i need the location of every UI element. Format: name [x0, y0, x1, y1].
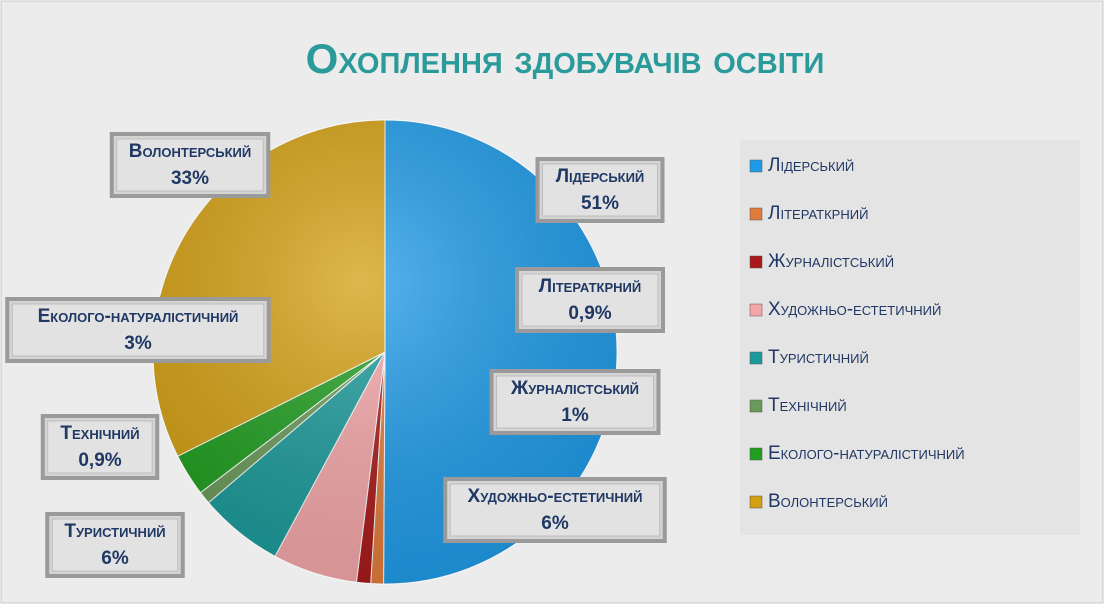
data-label-value: 0,9%	[568, 303, 611, 324]
legend-swatch	[749, 255, 763, 269]
legend-label: Технічний	[768, 395, 847, 416]
legend-label: Журналістський	[768, 251, 894, 272]
data-label-inner	[51, 518, 179, 572]
data-label-value: 0,9%	[78, 450, 121, 471]
data-label-value: 3%	[124, 333, 152, 354]
data-label-inner	[496, 375, 654, 429]
legend-label: Лідерський	[768, 155, 854, 176]
data-label-inner	[47, 420, 153, 474]
legend-swatch	[749, 447, 763, 461]
data-label-inner	[116, 138, 264, 192]
data-label-value: 1%	[561, 405, 589, 426]
data-label-inner	[449, 483, 661, 537]
data-label-name: Журналістський	[510, 378, 639, 399]
chart-title: Охоплення здобувачів освіти	[306, 35, 825, 82]
legend-swatch	[749, 399, 763, 413]
legend-label: Літераткрний	[768, 203, 868, 224]
data-label-name: Туристичний	[64, 521, 165, 542]
data-label-inner	[542, 163, 658, 217]
legend-label: Художньо-естетичний	[768, 299, 941, 320]
legend-swatch	[749, 303, 763, 317]
data-label-value: 51%	[581, 193, 619, 214]
legend-box	[740, 140, 1080, 535]
data-label-inner	[521, 273, 659, 327]
legend-swatch	[749, 159, 763, 173]
data-label-value: 6%	[541, 513, 569, 534]
legend-label: Волонтерський	[768, 491, 888, 512]
legend-swatch	[749, 207, 763, 221]
legend-swatch	[749, 495, 763, 509]
data-label-name: Художньо-естетичний	[468, 486, 643, 507]
data-label-name: Волонтерський	[129, 141, 251, 162]
data-label-inner	[11, 303, 265, 357]
legend-swatch	[749, 351, 763, 365]
data-label-value: 33%	[171, 168, 209, 189]
data-label-name: Лідерський	[556, 166, 645, 187]
data-label-name: Літераткрний	[539, 276, 641, 297]
data-label-name: Технічний	[60, 423, 139, 444]
legend-label: Еколого-натуралістичний	[768, 443, 965, 464]
legend-label: Туристичний	[768, 347, 869, 368]
data-label-value: 6%	[101, 548, 129, 569]
data-label-name: Еколого-натуралістичний	[38, 306, 239, 327]
